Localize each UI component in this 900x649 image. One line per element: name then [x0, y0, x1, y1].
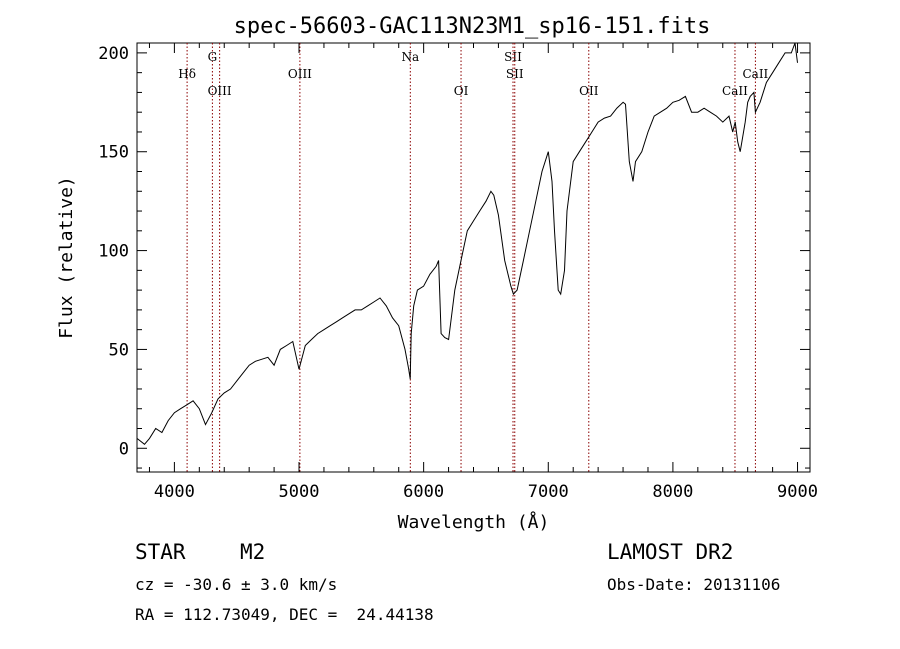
y-tick-label: 200: [98, 44, 129, 64]
x-tick-label: 5000: [279, 482, 320, 502]
object-subclass: M2: [240, 540, 266, 564]
x-tick-label: 4000: [154, 482, 195, 502]
line-marker-label: G: [208, 50, 218, 64]
y-tick-label: 100: [98, 242, 129, 262]
plot-frame: [136, 42, 811, 473]
line-marker-label: CaII: [742, 67, 768, 81]
line-marker-label: CaII: [722, 84, 748, 98]
y-axis-label: Flux (relative): [56, 176, 77, 339]
x-tick-label: 9000: [777, 482, 818, 502]
y-tick-label: 150: [98, 143, 129, 163]
x-tick-label: 6000: [403, 482, 444, 502]
x-tick-label: 8000: [652, 482, 693, 502]
line-marker-label: OII: [579, 84, 599, 98]
survey-name: LAMOST DR2: [607, 540, 734, 564]
x-axis-label: Wavelength (Å): [398, 511, 550, 533]
x-tick-label: 7000: [528, 482, 569, 502]
line-marker-label: SII: [504, 50, 522, 64]
redshift-velocity: cz = -30.6 ± 3.0 km/s: [135, 575, 338, 594]
line-marker-label: SII: [506, 67, 524, 81]
spectrum-series-line: [136, 42, 798, 445]
line-marker-label: OIII: [288, 67, 312, 81]
coordinates: RA = 112.73049, DEC = 24.44138: [135, 605, 434, 624]
y-tick-label: 50: [109, 340, 129, 360]
line-marker-label: Na: [401, 50, 419, 64]
line-marker-label: OIII: [208, 84, 232, 98]
axis-ticks: 4000 5000 6000 7000 8000 9000 0 50 100 150 200: [98, 43, 818, 502]
chart-title: spec-56603-GAC113N23M1_sp16-151.fits: [234, 14, 711, 39]
object-class: STAR: [135, 540, 186, 564]
y-tick-label: 0: [119, 439, 129, 459]
line-marker-label: OI: [454, 84, 469, 98]
observation-date: Obs-Date: 20131106: [607, 575, 781, 594]
line-marker-label: Hδ: [178, 67, 196, 81]
emission-line-markers: Hδ G OIII OIII Na OI SII SII OII CaII CaII: [178, 43, 769, 472]
